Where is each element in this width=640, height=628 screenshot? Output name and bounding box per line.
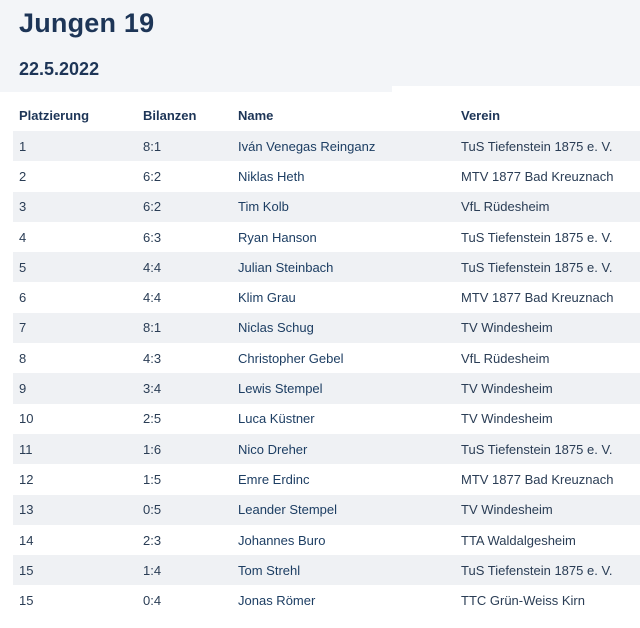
record-cell: 3:4 xyxy=(137,373,232,404)
rank-cell: 10 xyxy=(13,403,137,434)
club-cell: TuS Tiefenstein 1875 e. V. xyxy=(455,433,640,465)
record-cell: 0:4 xyxy=(137,585,232,616)
ranking-table: Platzierung Bilanzen Name Verein 1 8:1 Ivá… xyxy=(13,100,640,616)
event-date: 22.5.2022 xyxy=(19,59,100,79)
name-cell: Johannes Buro xyxy=(232,524,455,556)
club-cell: TuS Tiefenstein 1875 e. V. xyxy=(455,555,640,586)
rank-cell: 14 xyxy=(13,524,137,556)
ranking-table-body: 1 8:1 Iván Venegas Reinganz TuS Tiefenstein… xyxy=(13,131,640,616)
club-cell: TV Windesheim xyxy=(455,403,640,434)
record-cell: 6:3 xyxy=(137,221,232,253)
name-cell: Klim Grau xyxy=(232,282,455,313)
table-row: 10 2:5 Luca Küstner TV Windesheim xyxy=(13,403,640,434)
table-row: 13 0:5 Leander Stempel TV Windesheim xyxy=(13,494,640,525)
record-cell: 1:6 xyxy=(137,433,232,465)
club-cell: VfL Rüdesheim xyxy=(455,191,640,222)
name-cell: Luca Küstner xyxy=(232,403,455,434)
rank-cell: 15 xyxy=(13,555,137,586)
name-cell: Ryan Hanson xyxy=(232,221,455,253)
club-cell: TTC Grün-Weiss Kirn xyxy=(455,585,640,616)
record-cell: 6:2 xyxy=(137,191,232,222)
record-cell: 8:1 xyxy=(137,131,232,162)
club-cell: TuS Tiefenstein 1875 e. V. xyxy=(455,252,640,283)
record-cell: 6:2 xyxy=(137,161,232,192)
table-row: 2 6:2 Niklas Heth MTV 1877 Bad Kreuznach xyxy=(13,161,640,192)
record-cell: 1:5 xyxy=(137,464,232,495)
rank-cell: 8 xyxy=(13,343,137,374)
name-cell: Tom Strehl xyxy=(232,555,455,586)
record-cell: 2:3 xyxy=(137,524,232,556)
name-cell: Julian Steinbach xyxy=(232,252,455,283)
club-cell: TTA Waldalgesheim xyxy=(455,524,640,556)
rank-cell: 6 xyxy=(13,282,137,313)
name-cell: Tim Kolb xyxy=(232,191,455,222)
table-row: 12 1:5 Emre Erdinc MTV 1877 Bad Kreuznach xyxy=(13,464,640,495)
table-row: 6 4:4 Klim Grau MTV 1877 Bad Kreuznach xyxy=(13,282,640,313)
name-cell: Emre Erdinc xyxy=(232,464,455,495)
table-row: 5 4:4 Julian Steinbach TuS Tiefenstein 1875… xyxy=(13,252,640,283)
rank-cell: 5 xyxy=(13,252,137,283)
record-cell: 1:4 xyxy=(137,555,232,586)
rank-cell: 11 xyxy=(13,433,137,465)
club-cell: TuS Tiefenstein 1875 e. V. xyxy=(455,221,640,253)
column-header-record: Bilanzen xyxy=(143,108,197,123)
rank-cell: 2 xyxy=(13,161,137,192)
table-row: 4 6:3 Ryan Hanson TuS Tiefenstein 1875 e. V… xyxy=(13,221,640,253)
record-cell: 4:4 xyxy=(137,282,232,313)
rank-cell: 13 xyxy=(13,494,137,525)
club-cell: TV Windesheim xyxy=(455,312,640,344)
club-cell: VfL Rüdesheim xyxy=(455,343,640,374)
name-cell: Lewis Stempel xyxy=(232,373,455,404)
rank-cell: 15 xyxy=(13,585,137,616)
club-cell: MTV 1877 Bad Kreuznach xyxy=(455,464,640,495)
header-row: Platzierung Bilanzen Name Verein xyxy=(13,100,640,131)
table-row: 9 3:4 Lewis Stempel TV Windesheim xyxy=(13,373,640,404)
header-card: Jungen 19 22.5.2022 xyxy=(0,0,392,92)
club-cell: TV Windesheim xyxy=(455,373,640,404)
table-row: 15 1:4 Tom Strehl TuS Tiefenstein 1875 e. V… xyxy=(13,555,640,586)
table-row: 14 2:3 Johannes Buro TTA Waldalgesheim xyxy=(13,524,640,556)
page-title: Jungen 19 xyxy=(19,8,155,38)
rank-cell: 9 xyxy=(13,373,137,404)
table-row: 8 4:3 Christopher Gebel VfL Rüdesheim xyxy=(13,343,640,374)
club-cell: MTV 1877 Bad Kreuznach xyxy=(455,282,640,313)
rank-cell: 7 xyxy=(13,312,137,344)
ranking-table-header: Platzierung Bilanzen Name Verein xyxy=(13,100,640,131)
record-cell: 4:4 xyxy=(137,252,232,283)
rank-cell: 4 xyxy=(13,221,137,253)
column-header-club: Verein xyxy=(461,108,501,123)
club-cell: TV Windesheim xyxy=(455,494,640,525)
record-cell: 4:3 xyxy=(137,343,232,374)
column-header-rank: Platzierung xyxy=(19,108,90,123)
rank-cell: 3 xyxy=(13,191,137,222)
name-cell: Christopher Gebel xyxy=(232,343,455,374)
table-row: 15 0:4 Jonas Römer TTC Grün-Weiss Kirn xyxy=(13,585,640,616)
table-row: 3 6:2 Tim Kolb VfL Rüdesheim xyxy=(13,191,640,222)
rank-cell: 12 xyxy=(13,464,137,495)
name-cell: Jonas Römer xyxy=(232,585,455,616)
name-cell: Iván Venegas Reinganz xyxy=(232,131,455,162)
record-cell: 0:5 xyxy=(137,494,232,525)
table-row: 11 1:6 Nico Dreher TuS Tiefenstein 1875 e. … xyxy=(13,433,640,465)
club-cell: TuS Tiefenstein 1875 e. V. xyxy=(455,131,640,162)
name-cell: Niclas Schug xyxy=(232,312,455,344)
record-cell: 8:1 xyxy=(137,312,232,344)
table-row: 7 8:1 Niclas Schug TV Windesheim xyxy=(13,312,640,344)
name-cell: Nico Dreher xyxy=(232,433,455,465)
column-header-name: Name xyxy=(238,108,274,123)
record-cell: 2:5 xyxy=(137,403,232,434)
name-cell: Niklas Heth xyxy=(232,161,455,192)
name-cell: Leander Stempel xyxy=(232,494,455,525)
table-row: 1 8:1 Iván Venegas Reinganz TuS Tiefenstein… xyxy=(13,131,640,162)
rank-cell: 1 xyxy=(13,131,137,162)
club-cell: MTV 1877 Bad Kreuznach xyxy=(455,161,640,192)
